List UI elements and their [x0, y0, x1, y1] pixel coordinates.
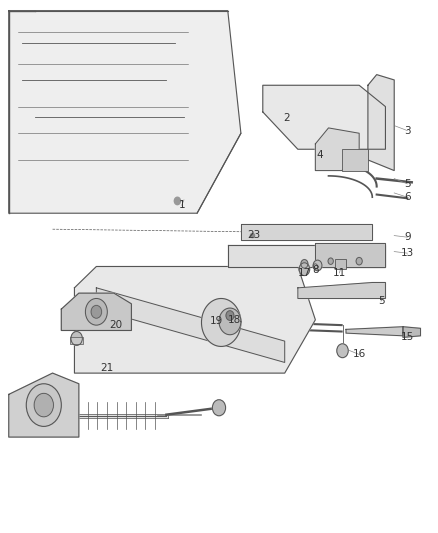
- Text: 9: 9: [404, 232, 411, 242]
- Polygon shape: [201, 298, 241, 346]
- Text: 13: 13: [401, 248, 414, 258]
- Text: 19: 19: [210, 316, 223, 326]
- Circle shape: [71, 332, 82, 345]
- Text: 5: 5: [404, 179, 411, 189]
- Text: 3: 3: [404, 126, 411, 135]
- Text: 11: 11: [333, 268, 346, 278]
- Circle shape: [313, 260, 322, 271]
- Polygon shape: [298, 282, 385, 298]
- Polygon shape: [403, 327, 420, 337]
- Circle shape: [174, 197, 180, 205]
- Circle shape: [337, 344, 348, 358]
- Text: 8: 8: [312, 265, 319, 275]
- Text: 18: 18: [228, 315, 241, 325]
- Circle shape: [301, 260, 308, 268]
- Text: 17: 17: [298, 268, 311, 278]
- Text: 21: 21: [101, 363, 114, 373]
- Circle shape: [328, 258, 333, 264]
- Polygon shape: [241, 224, 372, 240]
- Text: 20: 20: [110, 320, 123, 330]
- Polygon shape: [61, 293, 131, 330]
- Circle shape: [212, 400, 226, 416]
- Polygon shape: [9, 373, 79, 437]
- Circle shape: [226, 311, 234, 320]
- Bar: [70, 337, 83, 344]
- Text: 1: 1: [178, 200, 185, 210]
- Text: 16: 16: [353, 350, 366, 359]
- Circle shape: [356, 257, 362, 265]
- Polygon shape: [368, 75, 394, 171]
- Circle shape: [91, 305, 102, 318]
- Polygon shape: [315, 243, 385, 266]
- Polygon shape: [9, 11, 241, 213]
- Polygon shape: [346, 327, 403, 336]
- Circle shape: [26, 384, 61, 426]
- Polygon shape: [219, 308, 241, 335]
- Polygon shape: [74, 266, 315, 373]
- Polygon shape: [96, 288, 285, 362]
- Polygon shape: [263, 85, 385, 149]
- Circle shape: [34, 393, 53, 417]
- Polygon shape: [228, 245, 385, 266]
- Bar: [335, 259, 346, 269]
- Circle shape: [299, 263, 310, 276]
- Text: 23: 23: [247, 230, 261, 239]
- Text: 15: 15: [401, 332, 414, 342]
- Circle shape: [85, 298, 107, 325]
- Polygon shape: [315, 128, 359, 171]
- Text: 5: 5: [378, 296, 385, 306]
- Circle shape: [313, 264, 318, 269]
- Text: 4: 4: [316, 150, 323, 159]
- Text: 6: 6: [404, 192, 411, 202]
- Text: 2: 2: [283, 114, 290, 123]
- Bar: [342, 149, 368, 171]
